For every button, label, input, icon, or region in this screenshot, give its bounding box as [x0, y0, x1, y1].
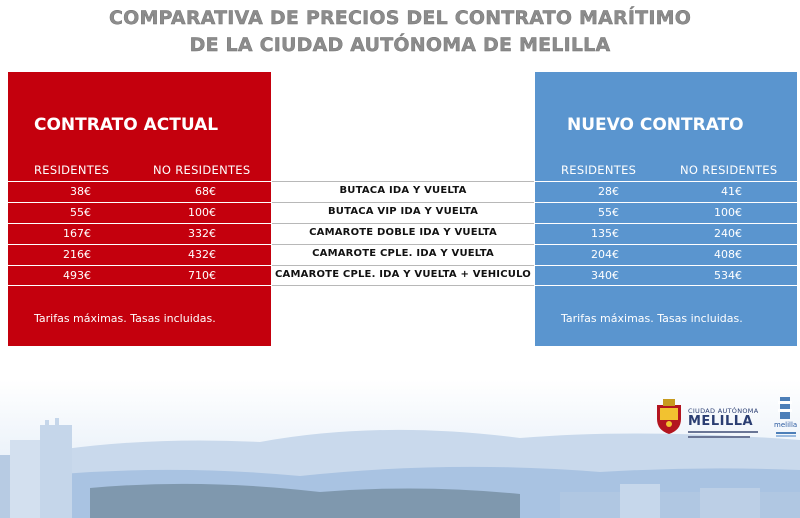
melilla-brand-label: melilla: [774, 421, 798, 429]
new-row-4-non-residents: 408€: [714, 248, 742, 261]
new-row-3: 135€ 240€: [535, 223, 797, 243]
new-row-1-residents: 28€: [598, 185, 619, 198]
current-row-5-residents: 493€: [63, 269, 91, 282]
current-residents-header: RESIDENTES: [34, 163, 110, 177]
current-row-2: 55€ 100€: [8, 202, 271, 222]
current-non-residents-header: NO RESIDENTES: [153, 163, 251, 177]
service-row-2: BUTACA VIP IDA Y VUELTA: [272, 202, 534, 222]
new-non-residents-header: NO RESIDENTES: [680, 163, 778, 177]
current-row-5-non-residents: 710€: [188, 269, 216, 282]
city-logo-subtitle-icon: [688, 431, 758, 438]
current-contract-heading: CONTRATO ACTUAL: [34, 115, 219, 135]
service-label-5: CAMAROTE CPLE. IDA Y VUELTA + VEHICULO: [275, 269, 531, 280]
melilla-brand-icon: [778, 397, 792, 419]
service-label-4: CAMAROTE CPLE. IDA Y VUELTA: [312, 248, 494, 259]
current-row-1-non-residents: 68€: [195, 185, 216, 198]
melilla-brand-stripes-icon: [776, 432, 796, 437]
new-row-5: 340€ 534€: [535, 265, 797, 286]
new-row-3-non-residents: 240€: [714, 227, 742, 240]
service-row-1: BUTACA IDA Y VUELTA: [272, 181, 534, 201]
melilla-coat-of-arms-icon: [657, 399, 681, 434]
page-title-line-1: COMPARATIVA DE PRECIOS DEL CONTRATO MARÍ…: [108, 7, 692, 29]
current-row-5: 493€ 710€: [8, 265, 271, 286]
new-row-1-non-residents: 41€: [721, 185, 742, 198]
service-label-2: BUTACA VIP IDA Y VUELTA: [327, 206, 479, 217]
current-row-4: 216€ 432€: [8, 244, 271, 264]
service-label-3: CAMAROTE DOBLE IDA Y VUELTA: [309, 227, 497, 238]
current-footnote: Tarifas máximas. Tasas incluidas.: [34, 312, 216, 325]
new-contract-panel: [535, 72, 797, 346]
current-row-2-non-residents: 100€: [188, 206, 216, 219]
current-row-4-residents: 216€: [63, 248, 91, 261]
new-row-3-residents: 135€: [591, 227, 619, 240]
new-row-5-non-residents: 534€: [714, 269, 742, 282]
current-contract-panel: [8, 72, 271, 346]
new-contract-heading: NUEVO CONTRATO: [567, 115, 744, 135]
new-row-5-residents: 340€: [591, 269, 619, 282]
new-row-1: 28€ 41€: [535, 181, 797, 201]
service-label-1: BUTACA IDA Y VUELTA: [339, 185, 467, 196]
new-row-2-residents: 55€: [598, 206, 619, 219]
page-title-line-2: DE LA CIUDAD AUTÓNOMA DE MELILLA: [189, 34, 611, 56]
new-footnote: Tarifas máximas. Tasas incluidas.: [561, 312, 743, 325]
city-logo-line-2: MELILLA: [688, 414, 754, 429]
current-row-3: 167€ 332€: [8, 223, 271, 243]
current-row-3-non-residents: 332€: [188, 227, 216, 240]
service-row-4: CAMAROTE CPLE. IDA Y VUELTA: [272, 244, 534, 264]
current-row-1: 38€ 68€: [8, 181, 271, 201]
new-row-2-non-residents: 100€: [714, 206, 742, 219]
new-residents-header: RESIDENTES: [561, 163, 637, 177]
city-logo-line-1: CIUDAD AUTÓNOMA: [688, 407, 759, 415]
service-row-5: CAMAROTE CPLE. IDA Y VUELTA + VEHICULO: [272, 265, 534, 286]
current-row-2-residents: 55€: [70, 206, 91, 219]
service-row-3: CAMAROTE DOBLE IDA Y VUELTA: [272, 223, 534, 243]
new-row-2: 55€ 100€: [535, 202, 797, 222]
new-row-4-residents: 204€: [591, 248, 619, 261]
current-row-1-residents: 38€: [70, 185, 91, 198]
current-row-3-residents: 167€: [63, 227, 91, 240]
new-row-4: 204€ 408€: [535, 244, 797, 264]
current-row-4-non-residents: 432€: [188, 248, 216, 261]
